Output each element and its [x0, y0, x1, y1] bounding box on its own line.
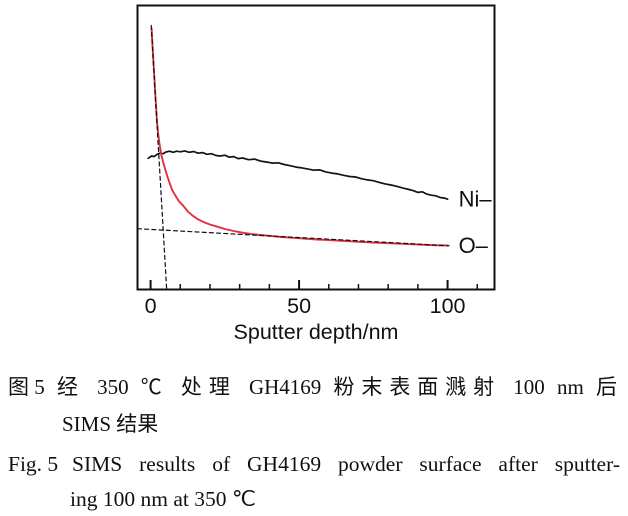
sims-depth-profile-chart: 0 50 100 Ni– O– Sputter depth/nm	[136, 4, 496, 344]
caption-en-line1: SIMS results of GH4169 powder surface af…	[72, 452, 620, 476]
ni-curve-label: Ni–	[459, 187, 493, 212]
curves	[136, 24, 450, 289]
ni-curve	[147, 150, 449, 201]
x-tick-label: 0	[145, 294, 157, 318]
o-curve	[150, 27, 449, 247]
caption-zh-line2: SIMS 结果	[62, 412, 159, 436]
caption-zh-label: 图 5	[8, 375, 45, 399]
o-curve-label: O–	[459, 233, 489, 258]
x-tick-label: 50	[287, 294, 311, 318]
plot-frame	[136, 4, 496, 291]
caption-zh-line1: 经 350 ℃ 处理 GH4169 粉末表面溅射 100 nm 后	[57, 375, 617, 399]
x-tick-label: 100	[430, 294, 466, 318]
oxide-tangent-steep-curve	[150, 24, 168, 289]
caption-en-label: Fig. 5	[8, 452, 59, 476]
oxide-tangent-baseline-curve	[136, 228, 450, 247]
caption-en-line2: ing 100 nm at 350 ℃	[70, 487, 256, 511]
curve-labels: Ni– O–	[459, 187, 493, 258]
x-axis-ticks: 0 50 100	[145, 280, 479, 318]
x-axis-label: Sputter depth/nm	[234, 320, 399, 344]
